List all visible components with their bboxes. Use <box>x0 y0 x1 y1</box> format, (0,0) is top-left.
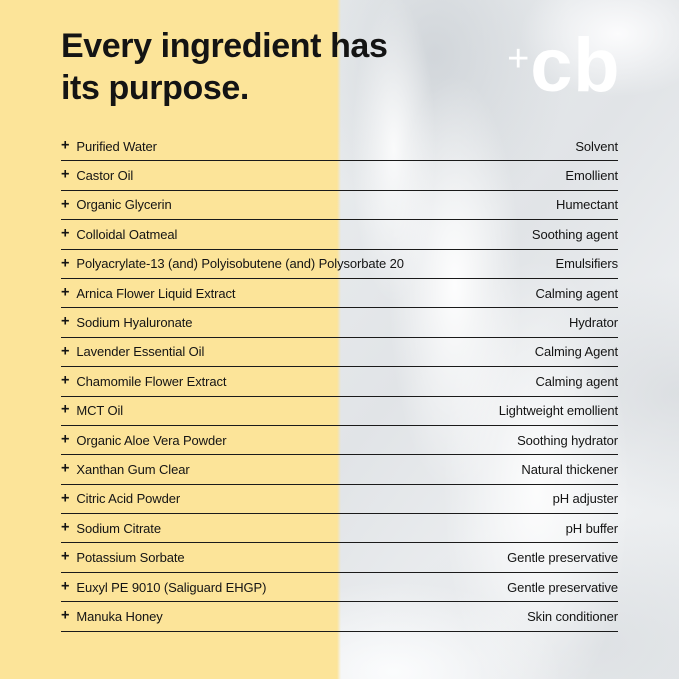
ingredient-name: Chamomile Flower Extract <box>76 373 227 389</box>
ingredient-cell: + Sodium Hyaluronate <box>61 315 192 330</box>
ingredient-cell: + Euxyl PE 9010 (Saliguard EHGP) <box>61 578 267 595</box>
ingredient-purpose: Calming agent <box>535 285 618 301</box>
ingredient-cell: + Xanthan Gum Clear <box>61 462 190 477</box>
ingredient-purpose: Humectant <box>556 197 618 213</box>
table-row: + Manuka Honey Skin conditioner <box>61 602 618 632</box>
ingredient-cell: + Colloidal Oatmeal <box>61 227 177 242</box>
ingredient-purpose: Calming Agent <box>534 344 618 360</box>
plus-icon: + <box>61 166 70 183</box>
ingredient-name: MCT Oil <box>76 403 124 419</box>
table-row: + Chamomile Flower Extract Calming agent <box>61 367 618 397</box>
ingredient-cell: + Purified Water <box>61 137 157 154</box>
ingredient-name: Purified Water <box>76 138 157 154</box>
table-row: + Organic Aloe Vera Powder Soothing hydr… <box>61 426 618 456</box>
ingredient-name: Polyacrylate-13 (and) Polyisobutene (and… <box>76 256 404 272</box>
ingredient-table: + Purified Water Solvent + Castor Oil Em… <box>61 132 618 632</box>
ingredient-cell: + Citric Acid Powder <box>61 491 180 506</box>
ingredient-cell: + Organic Aloe Vera Powder <box>61 431 227 448</box>
plus-icon: + <box>61 343 70 360</box>
ingredient-cell: + Manuka Honey <box>61 609 163 624</box>
table-row: + Arnica Flower Liquid Extract Calming a… <box>61 279 618 309</box>
ingredient-purpose: Skin conditioner <box>527 608 618 624</box>
table-row: + Purified Water Solvent <box>61 132 618 162</box>
ingredient-cell: + Castor Oil <box>61 168 133 183</box>
ingredient-purpose: Natural thickener <box>521 461 618 477</box>
table-row: + Castor Oil Emollient <box>61 161 618 191</box>
ingredient-cell: + Organic Glycerin <box>61 197 172 212</box>
ingredient-name: Lavender Essential Oil <box>76 344 205 360</box>
ingredient-purpose: Gentle preservative <box>507 550 618 566</box>
ingredient-purpose: Soothing agent <box>531 226 618 242</box>
ingredient-name: Colloidal Oatmeal <box>76 226 178 242</box>
ingredient-purpose: Calming agent <box>535 373 618 389</box>
ingredient-name: Euxyl PE 9010 (Saliguard EHGP) <box>76 579 267 595</box>
ingredient-name: Castor Oil <box>76 168 134 184</box>
plus-icon: + <box>61 372 70 389</box>
page-title: Every ingredient has its purpose. <box>61 27 388 107</box>
plus-icon: + <box>61 401 70 418</box>
plus-icon: + <box>61 225 70 242</box>
ingredient-name: Potassium Sorbate <box>76 550 185 566</box>
table-row: + Organic Glycerin Humectant <box>61 191 618 221</box>
ingredient-purpose: Solvent <box>575 138 618 154</box>
ingredient-cell: + Chamomile Flower Extract <box>61 372 227 389</box>
plus-icon: + <box>61 431 70 448</box>
table-row: + Polyacrylate-13 (and) Polyisobutene (a… <box>61 250 618 279</box>
ingredient-purpose: Soothing hydrator <box>517 432 618 448</box>
ingredient-cell: + MCT Oil <box>61 403 123 418</box>
ingredient-purpose: pH adjuster <box>552 491 618 507</box>
ingredient-cell: + Sodium Citrate <box>61 521 161 536</box>
table-row: + Euxyl PE 9010 (Saliguard EHGP) Gentle … <box>61 573 618 603</box>
table-row: + Lavender Essential Oil Calming Agent <box>61 338 618 368</box>
ingredient-cell: + Potassium Sorbate <box>61 550 185 565</box>
ingredient-purpose: Emulsifiers <box>555 256 619 272</box>
plus-icon: + <box>61 460 70 477</box>
plus-icon: + <box>61 196 70 213</box>
yellow-background-panel <box>0 0 341 679</box>
ingredient-name: Organic Aloe Vera Powder <box>76 432 227 448</box>
logo-text: cb <box>530 23 620 108</box>
plus-icon: + <box>61 313 70 330</box>
table-row: + Sodium Citrate pH buffer <box>61 514 618 544</box>
ingredient-name: Citric Acid Powder <box>76 491 181 507</box>
ingredient-name: Arnica Flower Liquid Extract <box>76 285 236 301</box>
ingredient-name: Manuka Honey <box>76 608 163 624</box>
ingredient-purpose: Emollient <box>565 168 618 184</box>
ingredient-name: Xanthan Gum Clear <box>76 461 190 477</box>
table-row: + MCT Oil Lightweight emollient <box>61 397 618 426</box>
brand-logo: + cb <box>507 23 620 108</box>
table-row: + Colloidal Oatmeal Soothing agent <box>61 220 618 250</box>
plus-icon: + <box>61 578 70 595</box>
ingredient-cell: + Polyacrylate-13 (and) Polyisobutene (a… <box>61 256 404 271</box>
ingredient-name: Organic Glycerin <box>76 197 172 213</box>
plus-icon: + <box>61 490 70 507</box>
plus-icon: + <box>61 548 70 565</box>
ingredient-cell: + Lavender Essential Oil <box>61 344 204 359</box>
table-row: + Citric Acid Powder pH adjuster <box>61 485 618 515</box>
ingredient-purpose: Hydrator <box>568 315 618 331</box>
plus-icon: + <box>61 607 70 624</box>
ingredient-name: Sodium Citrate <box>76 520 161 536</box>
logo-plus-icon: + <box>507 38 530 80</box>
ingredient-purpose: pH buffer <box>565 520 618 536</box>
plus-icon: + <box>61 255 70 271</box>
ingredient-cell: + Arnica Flower Liquid Extract <box>61 284 236 301</box>
plus-icon: + <box>61 284 70 301</box>
plus-icon: + <box>61 519 70 536</box>
ingredient-purpose: Lightweight emollient <box>498 403 618 419</box>
ingredient-purpose: Gentle preservative <box>507 579 618 595</box>
table-row: + Sodium Hyaluronate Hydrator <box>61 308 618 338</box>
plus-icon: + <box>61 137 70 154</box>
table-row: + Potassium Sorbate Gentle preservative <box>61 543 618 573</box>
table-row: + Xanthan Gum Clear Natural thickener <box>61 455 618 485</box>
ingredient-name: Sodium Hyaluronate <box>76 315 193 331</box>
